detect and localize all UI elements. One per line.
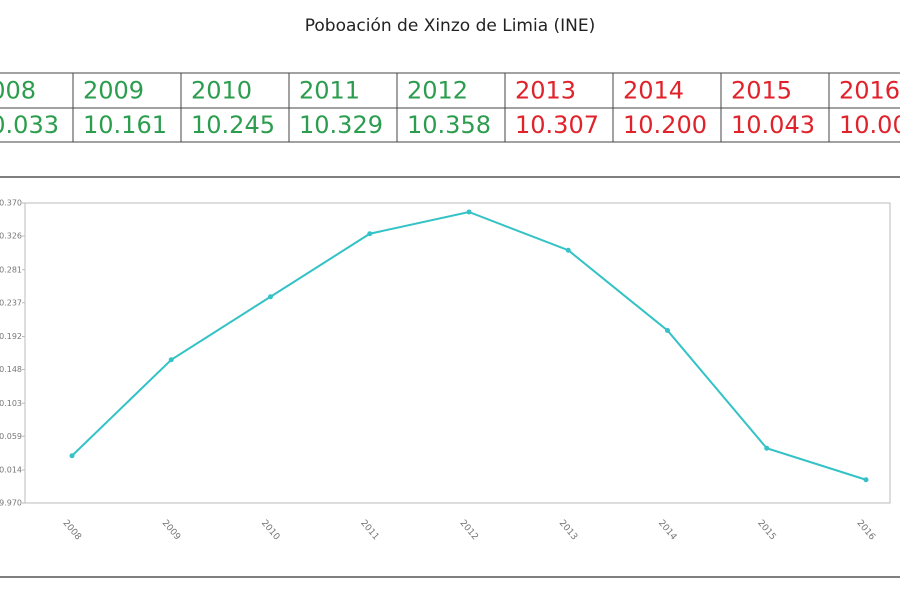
- table-cell: 2008: [0, 77, 36, 105]
- table-cell: 10.001: [839, 111, 900, 139]
- point: [565, 247, 571, 253]
- table-cell: 10.245: [191, 111, 275, 139]
- point: [665, 328, 670, 333]
- table-cell: 2010: [191, 77, 252, 105]
- y-tick-label: 10.192: [0, 332, 22, 341]
- title: Poboación de Xinzo de Limia (INE): [305, 16, 596, 36]
- point: [168, 357, 174, 363]
- table-cell: 10.358: [407, 111, 491, 139]
- table-cell: 2009: [83, 77, 144, 105]
- plot-area: [24, 202, 891, 504]
- y-tick-label: 10.014: [0, 466, 22, 475]
- point: [69, 453, 75, 459]
- y-tick-label: 10.103: [0, 399, 22, 408]
- y-tick-label: 10.059: [0, 432, 22, 441]
- table-cell: 10.307: [515, 111, 599, 139]
- y-tick-label: 10.148: [0, 365, 22, 374]
- y-tick-label: 10.370: [0, 199, 22, 208]
- table-cell: 10.043: [731, 111, 815, 139]
- y-tick-label: 10.237: [0, 298, 22, 307]
- table-cell: 2016: [839, 77, 900, 105]
- table-cell: 10.200: [623, 111, 707, 139]
- table-cell: 10.033: [0, 111, 59, 139]
- table-cell: 2015: [731, 77, 792, 105]
- table-cell: 2013: [515, 77, 576, 105]
- y-tick-label: 10.326: [0, 232, 22, 241]
- table-cell: 10.329: [299, 111, 383, 139]
- table-cell: 10.161: [83, 111, 167, 139]
- point: [863, 477, 869, 483]
- table-cell: 2012: [407, 77, 468, 105]
- table: 2008 10.033 2009 10.161 2010 10.245 2011 10.329…: [0, 72, 900, 143]
- point: [466, 209, 472, 215]
- y-tick-label: 9.970: [0, 499, 22, 508]
- point: [268, 294, 273, 300]
- table-cell: 2011: [299, 77, 360, 105]
- point: [367, 231, 373, 237]
- table-cell: 2014: [623, 77, 684, 105]
- point: [764, 445, 770, 451]
- y-tick-label: 10.281: [0, 265, 22, 274]
